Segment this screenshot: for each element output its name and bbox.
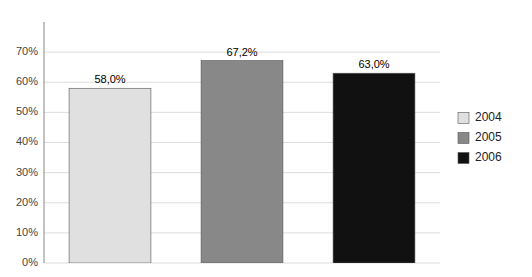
data-labels: 58,0% 67,2% 63,0% [94, 46, 389, 86]
y-axis-line [44, 22, 45, 263]
y-tick-label: 50% [16, 105, 38, 117]
legend-swatch [458, 113, 469, 124]
y-tick-label: 60% [16, 75, 38, 87]
chart-svg: 0% 10% 20% 30% 40% 50% 60% 70% 58,0% 67,2% 63,0% 20… [0, 0, 532, 277]
bars [69, 61, 415, 263]
legend-swatch [458, 153, 469, 164]
y-tick-label: 40% [16, 135, 38, 147]
bar [201, 61, 283, 263]
data-label: 58,0% [94, 73, 125, 85]
y-tick-label: 0% [22, 256, 38, 268]
legend-label: 2005 [475, 130, 502, 144]
legend-label: 2004 [475, 110, 502, 124]
y-axis: 0% 10% 20% 30% 40% 50% 60% 70% [16, 22, 440, 268]
legend: 2004 2005 2006 [458, 110, 502, 164]
y-tick-label: 10% [16, 226, 38, 238]
data-label: 67,2% [226, 46, 257, 58]
y-tick-label: 70% [16, 45, 38, 57]
y-tick-label: 20% [16, 196, 38, 208]
legend-swatch [458, 133, 469, 144]
bar [69, 88, 151, 263]
legend-label: 2006 [475, 150, 502, 164]
y-tick-label: 30% [16, 166, 38, 178]
chart-container: 0% 10% 20% 30% 40% 50% 60% 70% 58,0% 67,2% 63,0% 20… [0, 0, 532, 277]
data-label: 63,0% [358, 58, 389, 70]
bar [333, 73, 415, 263]
